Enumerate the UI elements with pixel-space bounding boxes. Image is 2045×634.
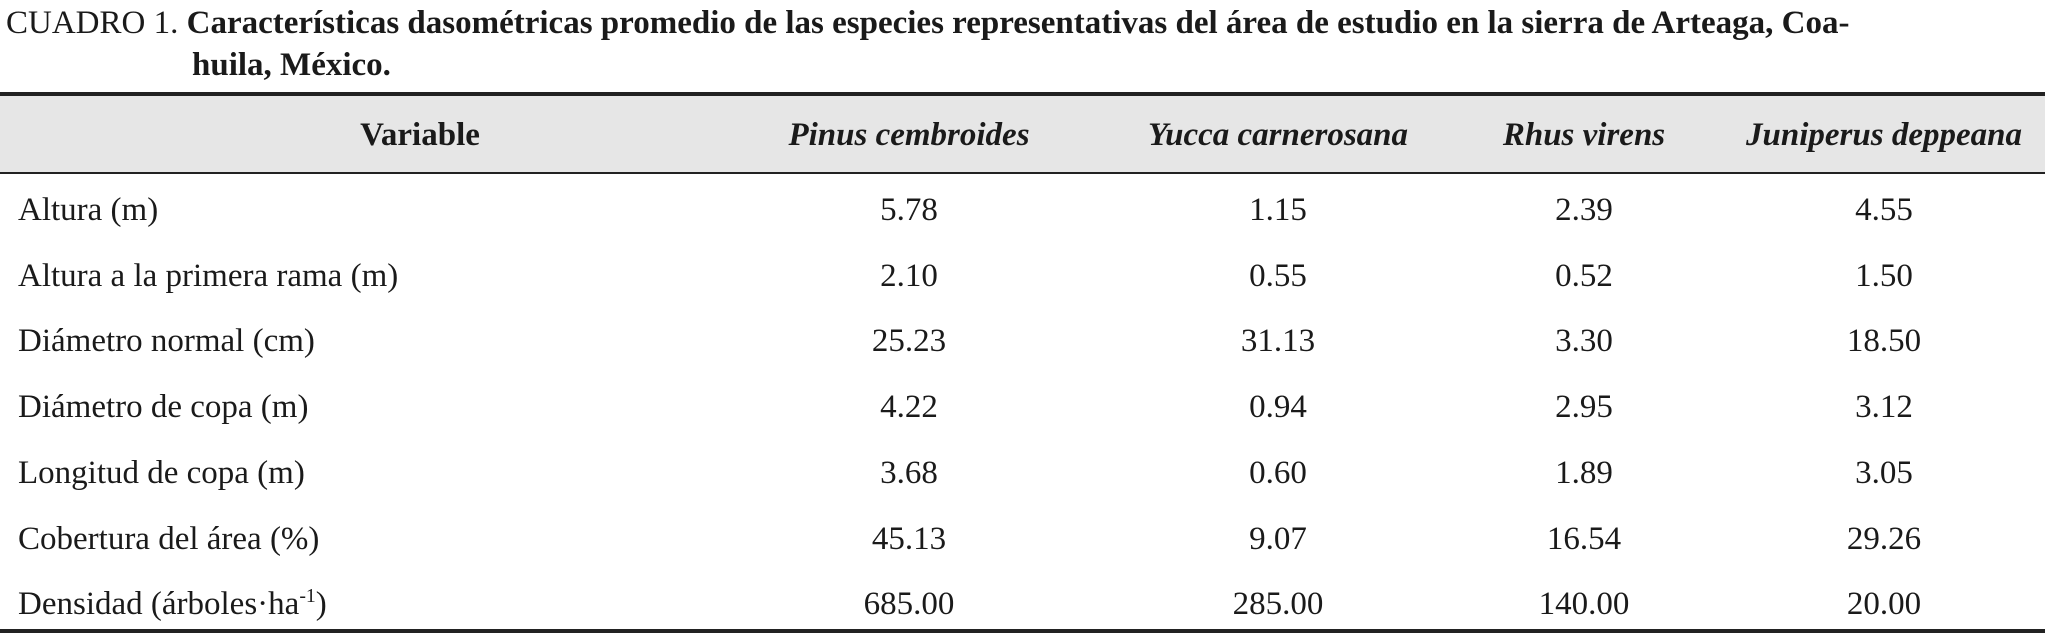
row-label: Diámetro normal (cm) bbox=[18, 321, 315, 361]
column-header: Juniperus deppeana bbox=[1746, 117, 2022, 153]
header-background bbox=[0, 94, 2045, 173]
bottom-rule bbox=[0, 629, 2045, 633]
cell-value: 4.55 bbox=[1855, 192, 1913, 228]
cell-value: 2.95 bbox=[1555, 389, 1613, 426]
column-header: Rhus virens bbox=[1502, 117, 1666, 153]
cell-value: 29.26 bbox=[1846, 520, 1922, 557]
column-header: Variable bbox=[360, 117, 480, 153]
row-label-superscript: -1 bbox=[299, 585, 316, 608]
row-label-text: ) bbox=[315, 586, 327, 623]
row-label-text: Altura (m) bbox=[18, 192, 159, 228]
cell-value: 20.00 bbox=[1846, 586, 1922, 623]
row-label-text: Diámetro normal (cm) bbox=[18, 323, 315, 360]
row-label: Cobertura del área (%) bbox=[18, 519, 319, 559]
cell-value: 16.54 bbox=[1546, 520, 1622, 557]
cell-value: 685.00 bbox=[863, 586, 955, 623]
cell-value: 5.78 bbox=[880, 192, 938, 228]
cell-value: 9.07 bbox=[1249, 520, 1307, 557]
cell-value: 4.22 bbox=[880, 389, 938, 426]
row-label: Densidad (árboles·ha-1) bbox=[18, 584, 327, 624]
cell-value: 1.89 bbox=[1555, 454, 1613, 491]
row-label-text: Longitud de copa (m) bbox=[18, 454, 305, 491]
cell-value: 140.00 bbox=[1538, 586, 1630, 623]
row-label-text: Cobertura del área (%) bbox=[18, 520, 320, 557]
cell-value: 1.15 bbox=[1249, 192, 1307, 228]
row-label-text: Diámetro de copa (m) bbox=[18, 389, 309, 426]
row-label: Longitud de copa (m) bbox=[18, 453, 305, 493]
caption-label: CUADRO 1. bbox=[6, 5, 179, 41]
header-rule bbox=[0, 172, 2045, 174]
row-label-text: Densidad (árboles·ha bbox=[18, 586, 300, 623]
cell-value: 0.52 bbox=[1555, 257, 1613, 294]
cell-value: 0.60 bbox=[1249, 454, 1307, 491]
caption-line: CUADRO 1. Características dasométricas p… bbox=[6, 3, 1849, 43]
cell-value: 2.10 bbox=[880, 257, 938, 294]
top-rule bbox=[0, 92, 2045, 96]
cell-value: 285.00 bbox=[1232, 586, 1324, 623]
row-label: Altura a la primera rama (m) bbox=[18, 256, 398, 296]
caption-text: huila, México. bbox=[192, 47, 391, 83]
cell-value: 45.13 bbox=[871, 520, 947, 557]
column-header: Yucca carnerosana bbox=[1147, 117, 1409, 153]
cell-value: 0.55 bbox=[1249, 257, 1307, 294]
cell-value: 3.30 bbox=[1555, 323, 1613, 360]
row-label: Diámetro de copa (m) bbox=[18, 387, 308, 427]
cell-value: 2.39 bbox=[1555, 192, 1613, 228]
cell-value: 3.12 bbox=[1855, 389, 1913, 426]
cell-value: 25.23 bbox=[871, 323, 947, 360]
cell-value: 0.94 bbox=[1249, 389, 1307, 426]
row-label-text: Altura a la primera rama (m) bbox=[18, 257, 399, 294]
column-header: Pinus cembroides bbox=[788, 117, 1030, 153]
cell-value: 18.50 bbox=[1846, 323, 1922, 360]
cell-value: 1.50 bbox=[1855, 257, 1913, 294]
row-label: Altura (m) bbox=[18, 190, 158, 230]
cell-value: 3.68 bbox=[880, 454, 938, 491]
cell-value: 3.05 bbox=[1855, 454, 1913, 491]
caption-text: Características dasométricas promedio de… bbox=[186, 5, 1850, 41]
cell-value: 31.13 bbox=[1240, 323, 1316, 360]
